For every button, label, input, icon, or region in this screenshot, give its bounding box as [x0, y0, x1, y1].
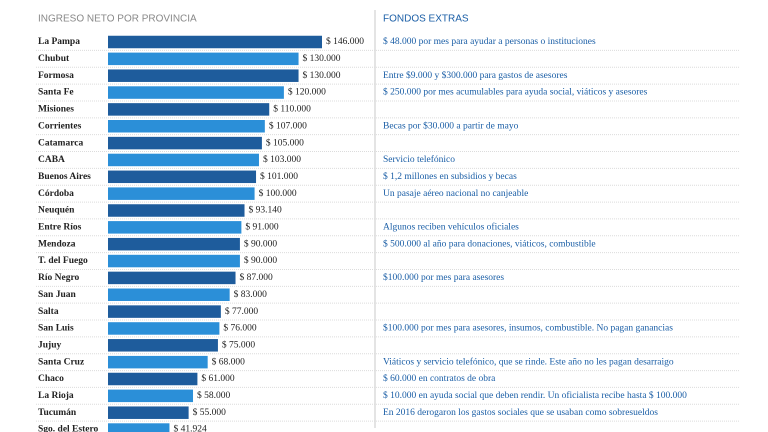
- note: $100.000 por mes para asesores: [383, 272, 504, 283]
- note: $ 10.000 en ayuda social que deben rendi…: [383, 390, 687, 401]
- category-label: Jujuy: [38, 340, 61, 350]
- value-label: $ 93.140: [249, 205, 282, 216]
- bar: [108, 254, 240, 268]
- category-label: T. del Fuego: [38, 256, 88, 266]
- value-label: $ 91.000: [245, 222, 278, 233]
- bar: [108, 103, 270, 116]
- note: Entre $9.000 y $300.000 para gastos de a…: [383, 70, 568, 81]
- value-label: $ 90.000: [244, 238, 277, 249]
- note: $100.000 por mes para asesores, insumos,…: [383, 323, 673, 334]
- value-label: $ 130.000: [303, 53, 341, 64]
- note: Algunos reciben vehículos oficiales: [383, 222, 519, 233]
- category-label: Entre Ríos: [38, 223, 82, 233]
- value-label: $ 103.000: [263, 154, 301, 165]
- category-label: Santa Cruz: [38, 357, 85, 367]
- bar: [108, 389, 194, 403]
- category-label: Mendoza: [38, 239, 76, 249]
- value-label: $ 75.000: [222, 339, 256, 350]
- note: Servicio telefónico: [383, 154, 455, 165]
- bar: [108, 423, 170, 432]
- bar: [108, 339, 218, 352]
- category-label: CABA: [38, 155, 65, 165]
- value-label: $ 68.000: [212, 356, 246, 367]
- bar: [108, 271, 236, 285]
- note: $ 500.000 al año para donaciones, viátic…: [383, 238, 596, 249]
- category-label: Buenos Aires: [38, 172, 91, 182]
- note: En 2016 derogaron los gastos sociales qu…: [383, 408, 658, 418]
- bar: [108, 322, 220, 335]
- notes-title: FONDOS EXTRAS: [383, 14, 469, 25]
- value-label: $ 100.000: [259, 188, 297, 199]
- note: $ 250.000 por mes acumulables para ayuda…: [383, 87, 648, 98]
- category-label: Sgo. del Estero: [38, 425, 99, 432]
- category-label: Tucumán: [38, 408, 77, 418]
- category-label: Neuquén: [38, 206, 75, 216]
- bar: [108, 237, 240, 251]
- category-label: San Juan: [38, 290, 76, 300]
- bar: [108, 153, 259, 167]
- value-label: $ 77.000: [225, 306, 259, 317]
- category-label: Chubut: [38, 54, 70, 64]
- bar: [108, 355, 208, 369]
- category-label: La Pampa: [38, 37, 80, 47]
- note: $ 48.000 por mes para ayudar a personas …: [383, 36, 596, 47]
- bar: [108, 288, 230, 301]
- value-label: $ 110.000: [273, 104, 311, 115]
- category-label: La Rioja: [38, 391, 74, 401]
- note: $ 60.000 en contratos de obra: [383, 373, 496, 384]
- bar: [108, 86, 284, 99]
- value-label: $ 120.000: [288, 87, 326, 98]
- category-label: Santa Fe: [38, 88, 74, 98]
- note: $ 1,2 millones en subsidios y becas: [383, 171, 517, 182]
- bar: [108, 170, 257, 184]
- bar: [108, 221, 242, 234]
- bar: [108, 35, 322, 49]
- category-label: Río Negro: [38, 273, 79, 283]
- category-label: Chaco: [38, 374, 64, 384]
- bar: [108, 406, 189, 419]
- category-label: Salta: [38, 307, 59, 317]
- value-label: $ 105.000: [266, 137, 304, 148]
- value-label: $ 83.000: [234, 289, 268, 300]
- bar: [108, 372, 198, 386]
- category-label: Córdoba: [38, 189, 74, 199]
- note: Viáticos y servicio telefónico, que se r…: [383, 356, 674, 367]
- value-label: $ 146.000: [326, 36, 364, 47]
- bar: [108, 187, 255, 200]
- value-label: $ 55.000: [193, 407, 227, 418]
- value-label: $ 107.000: [269, 120, 307, 131]
- value-label: $ 58.000: [197, 390, 231, 401]
- value-label: $ 41.924: [173, 424, 207, 432]
- value-label: $ 87.000: [240, 272, 274, 283]
- bar: [108, 120, 265, 133]
- category-label: Misiones: [38, 105, 74, 115]
- category-label: San Luis: [38, 324, 74, 334]
- value-label: $ 76.000: [223, 323, 257, 334]
- category-label: Corrientes: [38, 121, 82, 131]
- value-label: $ 90.000: [244, 255, 277, 266]
- category-label: Catamarca: [38, 138, 83, 148]
- bar: [108, 305, 221, 318]
- bar: [108, 136, 262, 150]
- bar: [108, 52, 299, 66]
- note: Un pasaje aéreo nacional no canjeable: [383, 189, 528, 199]
- note: Becas por $30.000 a partir de mayo: [383, 120, 519, 131]
- value-label: $ 61.000: [201, 373, 235, 384]
- bar: [108, 204, 245, 217]
- chart-title: INGRESO NETO POR PROVINCIA: [38, 14, 197, 25]
- bar: [108, 69, 299, 82]
- value-label: $ 101.000: [260, 171, 298, 182]
- category-label: Formosa: [38, 71, 74, 81]
- value-label: $ 130.000: [303, 70, 341, 81]
